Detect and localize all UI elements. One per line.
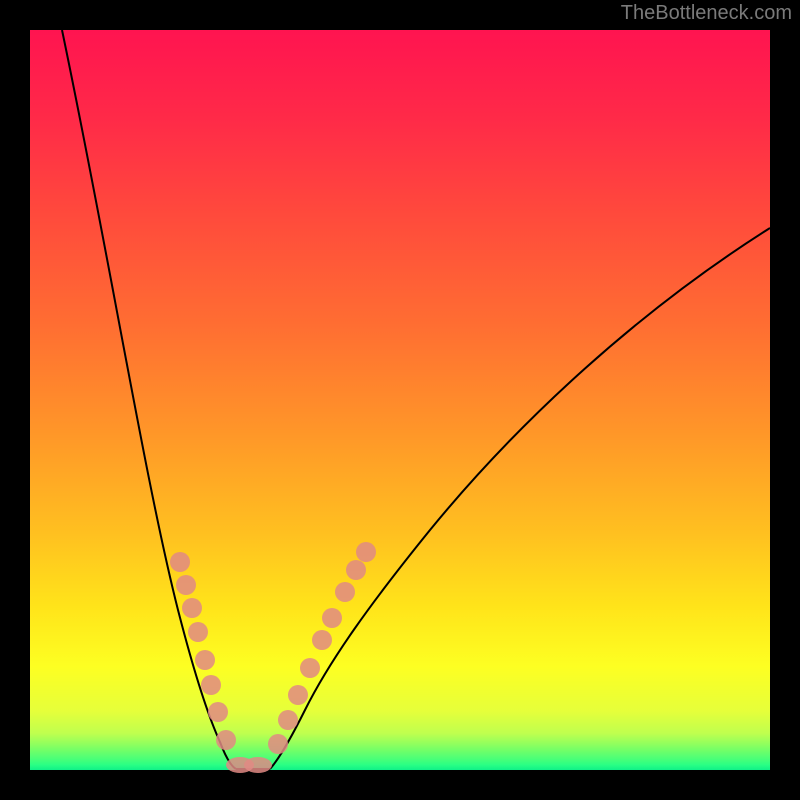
curve-group	[62, 30, 770, 769]
marker-point	[278, 710, 298, 730]
curve-overlay	[0, 0, 800, 800]
marker-point	[201, 675, 221, 695]
curve-right	[270, 228, 770, 769]
marker-point	[216, 730, 236, 750]
marker-point	[268, 734, 288, 754]
marker-point	[195, 650, 215, 670]
marker-point	[300, 658, 320, 678]
marker-point	[356, 542, 376, 562]
marker-point	[170, 552, 190, 572]
marker-point	[335, 582, 355, 602]
watermark-text: TheBottleneck.com	[621, 2, 792, 25]
marker-point	[312, 630, 332, 650]
marker-point	[346, 560, 366, 580]
marker-point	[182, 598, 202, 618]
marker-point	[322, 608, 342, 628]
marker-point	[244, 757, 272, 773]
marker-point	[288, 685, 308, 705]
marker-point	[208, 702, 228, 722]
markers-group	[170, 542, 376, 773]
marker-point	[188, 622, 208, 642]
marker-point	[176, 575, 196, 595]
